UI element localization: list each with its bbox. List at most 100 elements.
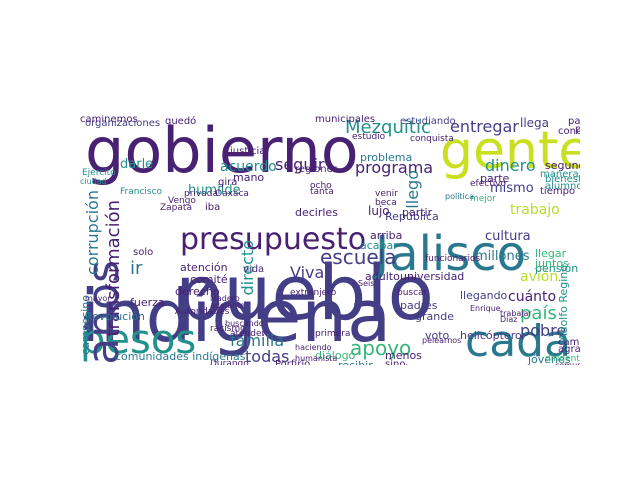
word-cloud-word: Vengo <box>168 196 196 206</box>
word-cloud-word: adelante <box>210 301 246 310</box>
word-cloud-word: bienestar <box>545 174 580 185</box>
word-cloud-word: solo <box>133 247 154 258</box>
word-cloud-word: escuela <box>320 245 397 269</box>
word-cloud-word: mismo <box>490 181 534 196</box>
word-cloud-word: problema <box>360 151 413 164</box>
word-cloud-word: Adolfo Regino <box>557 265 570 341</box>
word-cloud-word: gente <box>440 121 580 181</box>
word-cloud-word: Revolución <box>85 310 145 323</box>
word-cloud-word: llega <box>520 116 550 130</box>
word-cloud-word: República <box>385 210 439 223</box>
word-cloud-word: indígena <box>80 274 392 358</box>
word-cloud-word: helicóptero <box>460 329 522 342</box>
word-cloud-word: atender <box>230 329 266 339</box>
word-cloud-word: Porfirio <box>275 359 311 366</box>
word-cloud-word: grande <box>415 310 454 323</box>
word-cloud-word: estudio <box>352 132 386 142</box>
word-cloud-word: humilde <box>188 183 241 198</box>
word-cloud-word: buscando <box>225 319 264 328</box>
word-cloud-word: presupuesto <box>180 222 367 257</box>
word-cloud-word: comunidad <box>555 362 580 366</box>
word-cloud-word: cultura <box>485 229 531 244</box>
word-cloud-word: pobre <box>520 321 567 340</box>
word-cloud-word: segunda <box>545 159 580 172</box>
word-cloud-word: Mezquitic <box>345 117 431 138</box>
word-cloud-word: arriba <box>370 229 403 242</box>
word-cloud-word: llegó <box>403 170 422 209</box>
word-cloud-word: corrupción <box>83 190 102 275</box>
word-cloud-word: millones <box>475 249 530 264</box>
word-cloud-word: privada <box>184 189 218 199</box>
word-cloud-word: Autoridades <box>175 307 230 317</box>
word-cloud-word: avión <box>520 269 559 285</box>
word-cloud-word: venir <box>375 189 398 199</box>
word-cloud-word: familia <box>230 331 285 350</box>
word-cloud-word: manera <box>540 169 579 180</box>
word-cloud-word: jóvenes <box>528 353 571 365</box>
word-cloud-word: primaria <box>575 124 580 135</box>
word-cloud-word: apoyo <box>350 336 412 360</box>
word-cloud-word: caminemos <box>80 115 138 125</box>
word-cloud-word: diálogo <box>315 349 356 362</box>
word-cloud-word: buscar <box>397 288 428 298</box>
word-cloud-word: Enrique <box>470 304 501 313</box>
word-cloud-word: cuánto <box>508 289 557 305</box>
word-cloud-word: programa <box>355 158 434 177</box>
word-cloud-word: beca <box>375 198 397 208</box>
word-cloud-word: Madero <box>210 294 240 303</box>
word-cloud-word: política <box>445 192 475 201</box>
word-cloud-word: conciliación <box>558 126 580 137</box>
word-cloud-word: dirigente <box>545 354 580 364</box>
word-cloud-word: regiones <box>295 164 338 175</box>
word-cloud-word: Jalisco <box>375 226 527 282</box>
word-cloud-word: mayor <box>85 294 111 303</box>
word-cloud-word: primera <box>315 329 351 339</box>
word-cloud-word: mejor <box>470 194 497 204</box>
word-cloud-word: fuerza <box>130 296 165 309</box>
word-cloud-word: voto <box>425 329 450 342</box>
word-cloud-word: acuerdo <box>220 159 277 175</box>
word-cloud-word: seguir <box>275 155 325 174</box>
word-cloud-word: racismo <box>210 324 246 334</box>
word-cloud-word: ocho <box>310 181 332 191</box>
word-cloud-word: Durango <box>210 359 249 366</box>
word-cloud-word: entregar <box>450 117 519 136</box>
word-cloud-word: municipales <box>315 115 376 125</box>
word-cloud-word: alumnos <box>545 181 580 192</box>
word-cloud-word: Díaz <box>500 315 518 324</box>
word-cloud-word: darle <box>120 157 154 172</box>
word-cloud-word: gira <box>218 177 238 188</box>
word-cloud-word: decirles <box>295 206 338 219</box>
word-cloud-word: estudiando <box>400 116 456 127</box>
word-cloud-word: Seis <box>358 279 375 288</box>
word-cloud-word: vida <box>243 264 265 275</box>
word-cloud-word: mano <box>233 171 265 184</box>
word-cloud-word: funcionarios <box>425 254 481 264</box>
word-cloud-word: humanista <box>295 354 338 363</box>
word-cloud-word: partido <box>568 116 580 127</box>
word-cloud-word: universidad <box>400 270 465 283</box>
word-cloud-word: país <box>520 303 557 324</box>
word-cloud-word: trabajar <box>500 309 532 318</box>
word-cloud-word: llegando <box>460 289 508 302</box>
word-cloud-word: recibir <box>338 360 373 365</box>
word-cloud-word: todas <box>245 347 290 365</box>
word-cloud-word: ir <box>130 258 143 279</box>
word-cloud-word: pelearnos <box>422 336 462 345</box>
word-cloud-word: juntos <box>535 257 569 270</box>
word-cloud-word: Ejército <box>82 168 116 178</box>
word-cloud-word: gobierno <box>85 115 359 187</box>
word-cloud-word: agrario <box>558 344 580 355</box>
word-cloud-word: Zapata <box>160 203 192 213</box>
word-cloud-word: Francisco <box>120 187 163 197</box>
word-cloud-word: lujo <box>368 204 390 218</box>
word-cloud-word: efectivo <box>470 179 507 189</box>
word-cloud-word: pesos <box>80 317 197 363</box>
word-cloud-word: iba <box>205 202 221 213</box>
word-cloud-word: pensión <box>535 262 579 275</box>
word-cloud-word: cada <box>465 316 572 365</box>
word-cloud-word: derecho <box>175 285 220 298</box>
word-cloud-word: Viva <box>290 263 325 282</box>
word-cloud-word: comité <box>190 273 228 286</box>
